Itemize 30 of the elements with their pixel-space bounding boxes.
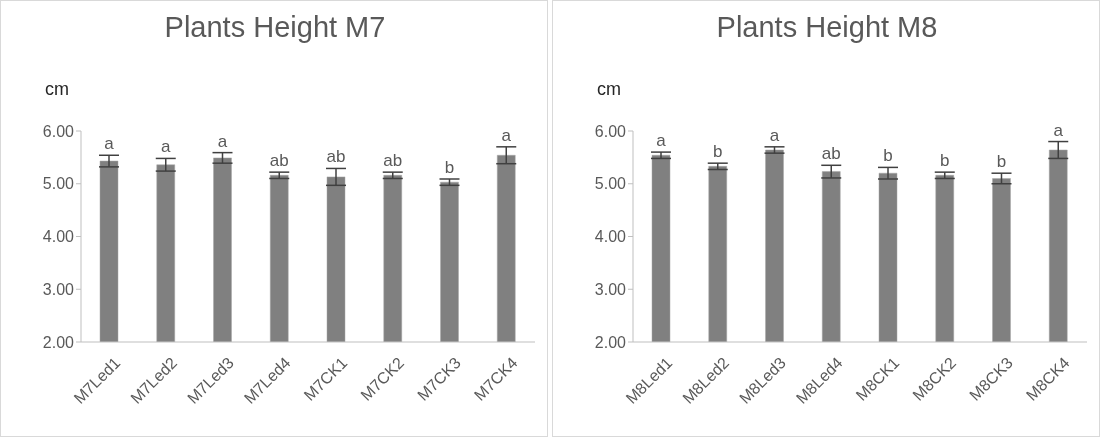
data-label: a <box>769 125 780 145</box>
data-label: a <box>161 137 172 157</box>
y-tick-label: 3.00 <box>594 280 627 298</box>
data-label: a <box>656 131 667 151</box>
data-label: b <box>940 151 950 171</box>
y-tick-label: 6.00 <box>594 122 627 140</box>
data-label: b <box>883 146 893 166</box>
y-tick-label: 5.00 <box>42 175 75 193</box>
data-label: ab <box>383 151 403 171</box>
y-tick-label: 2.00 <box>42 333 75 351</box>
chart-title: Plants Height M8 <box>715 11 939 44</box>
data-label: ab <box>269 151 289 171</box>
y-tick-label: 5.00 <box>594 175 627 193</box>
data-label: b <box>444 158 455 177</box>
y-axis-title: cm <box>45 79 69 100</box>
data-label: ab <box>821 144 841 164</box>
y-tick-label: 3.00 <box>42 280 75 298</box>
y-axis-title: cm <box>597 79 621 100</box>
data-label: a <box>104 134 115 154</box>
data-label: a <box>217 131 228 151</box>
data-label: a <box>1053 120 1064 140</box>
data-label: ab <box>326 147 346 167</box>
chart-title: Plants Height M7 <box>163 11 387 44</box>
y-tick-label: 4.00 <box>42 228 75 246</box>
y-tick-label: 4.00 <box>594 228 627 246</box>
data-label: b <box>713 142 723 162</box>
y-tick-label: 6.00 <box>42 122 75 140</box>
data-label: a <box>501 125 512 145</box>
y-tick-label: 2.00 <box>594 333 627 351</box>
data-label: b <box>996 152 1007 172</box>
